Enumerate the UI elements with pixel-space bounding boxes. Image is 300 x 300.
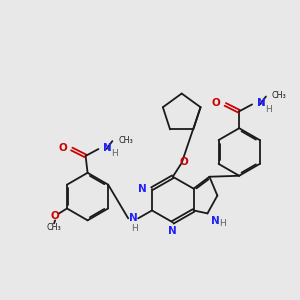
Text: O: O [58, 143, 67, 153]
Text: N: N [129, 213, 137, 224]
Text: O: O [212, 98, 220, 108]
Text: N: N [138, 184, 147, 194]
Text: CH₃: CH₃ [47, 223, 61, 232]
Text: H: H [219, 219, 226, 228]
Text: O: O [51, 212, 59, 221]
Text: N: N [257, 98, 266, 108]
Text: H: H [111, 149, 118, 158]
Text: H: H [265, 105, 272, 114]
Text: N: N [103, 143, 112, 153]
Text: H: H [131, 224, 137, 233]
Text: O: O [179, 157, 188, 167]
Text: N: N [212, 216, 220, 226]
Text: CH₃: CH₃ [272, 91, 286, 100]
Text: CH₃: CH₃ [118, 136, 133, 145]
Text: N: N [168, 226, 177, 236]
